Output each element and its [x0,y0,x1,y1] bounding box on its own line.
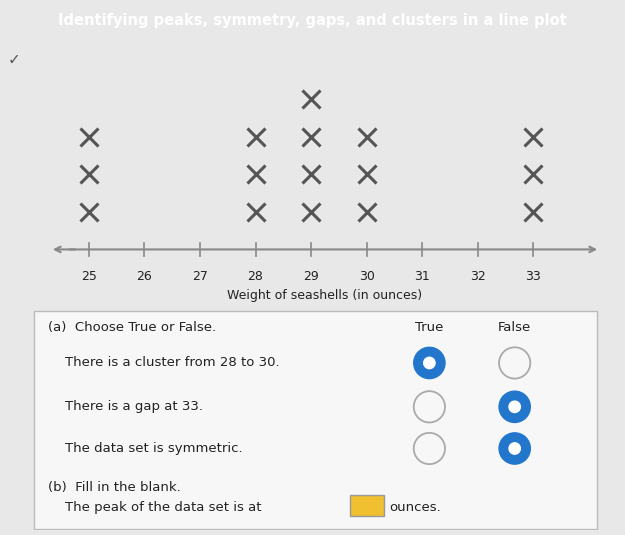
Text: (a)  Choose True or False.: (a) Choose True or False. [48,321,216,334]
Text: ounces.: ounces. [389,501,441,514]
Text: 28: 28 [248,270,264,284]
Text: 31: 31 [414,270,430,284]
Ellipse shape [499,391,531,423]
Text: 33: 33 [526,270,541,284]
Ellipse shape [499,433,531,464]
FancyBboxPatch shape [350,494,384,516]
Text: There is a cluster from 28 to 30.: There is a cluster from 28 to 30. [66,356,280,370]
Text: The peak of the data set is at: The peak of the data set is at [66,501,262,514]
Ellipse shape [509,401,521,412]
Text: 32: 32 [470,270,486,284]
Text: There is a gap at 33.: There is a gap at 33. [66,400,203,414]
Ellipse shape [414,347,445,379]
Text: Weight of seashells (in ounces): Weight of seashells (in ounces) [228,289,422,302]
Text: 26: 26 [137,270,152,284]
Text: True: True [415,321,444,334]
Text: Identifying peaks, symmetry, gaps, and clusters in a line plot: Identifying peaks, symmetry, gaps, and c… [58,12,567,28]
Text: 25: 25 [81,270,97,284]
Text: ✓: ✓ [8,52,21,67]
Ellipse shape [424,357,435,369]
Text: 30: 30 [359,270,374,284]
Text: 29: 29 [303,270,319,284]
Ellipse shape [509,443,521,454]
Text: 27: 27 [192,270,208,284]
Text: (b)  Fill in the blank.: (b) Fill in the blank. [48,482,181,494]
FancyBboxPatch shape [34,311,597,529]
Text: False: False [498,321,531,334]
Text: The data set is symmetric.: The data set is symmetric. [66,442,243,455]
